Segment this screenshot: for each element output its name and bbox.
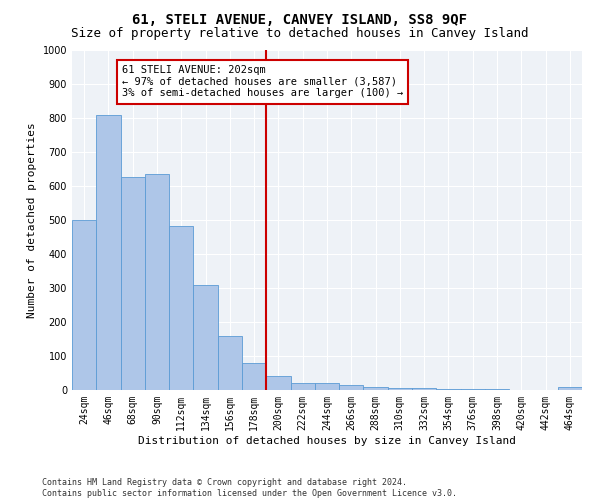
Bar [315, 382, 339, 390]
Bar [72, 220, 96, 390]
Bar [412, 388, 436, 390]
Bar [121, 178, 145, 390]
Text: 61 STELI AVENUE: 202sqm
← 97% of detached houses are smaller (3,587)
3% of semi-: 61 STELI AVENUE: 202sqm ← 97% of detache… [122, 66, 403, 98]
Bar [436, 389, 461, 390]
X-axis label: Distribution of detached houses by size in Canvey Island: Distribution of detached houses by size … [138, 436, 516, 446]
Bar [193, 284, 218, 390]
Bar [218, 336, 242, 390]
Bar [96, 114, 121, 390]
Bar [558, 388, 582, 390]
Bar [266, 376, 290, 390]
Bar [169, 226, 193, 390]
Bar [364, 386, 388, 390]
Bar [339, 384, 364, 390]
Y-axis label: Number of detached properties: Number of detached properties [27, 122, 37, 318]
Bar [242, 363, 266, 390]
Text: 61, STELI AVENUE, CANVEY ISLAND, SS8 9QF: 61, STELI AVENUE, CANVEY ISLAND, SS8 9QF [133, 12, 467, 26]
Bar [388, 388, 412, 390]
Text: Size of property relative to detached houses in Canvey Island: Size of property relative to detached ho… [71, 28, 529, 40]
Bar [290, 382, 315, 390]
Bar [145, 174, 169, 390]
Text: Contains HM Land Registry data © Crown copyright and database right 2024.
Contai: Contains HM Land Registry data © Crown c… [42, 478, 457, 498]
